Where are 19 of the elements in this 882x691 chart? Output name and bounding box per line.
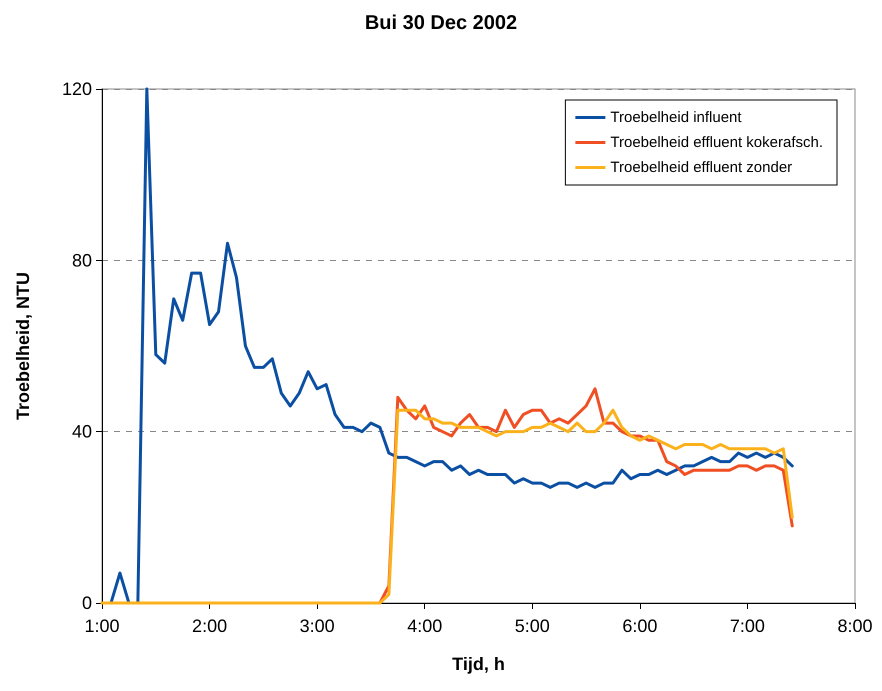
legend-label: Troebelheid effluent kokerafsch. — [610, 134, 824, 151]
y-axis-title: Troebelheid, NTU — [13, 272, 33, 420]
legend-label: Troebelheid effluent zonder — [610, 159, 792, 176]
x-axis-title: Tijd, h — [452, 654, 505, 674]
y-tick-label: 120 — [62, 79, 92, 99]
x-tick-label: 2:00 — [192, 616, 228, 636]
y-tick-label: 0 — [82, 593, 92, 613]
line-series — [100, 408, 794, 604]
x-tick-label: 3:00 — [300, 616, 335, 636]
chart-title: Bui 30 Dec 2002 — [364, 12, 518, 34]
y-tick-label: 80 — [72, 250, 92, 270]
x-tick-label: 8:00 — [837, 616, 873, 636]
x-tick-label: 6:00 — [622, 616, 658, 636]
x-tick-label: 7:00 — [730, 616, 765, 636]
legend-label: Troebelheid influent — [610, 109, 742, 126]
x-tick-label: 1:00 — [84, 616, 120, 636]
y-tick-label: 40 — [72, 422, 92, 442]
x-tick-label: 5:00 — [514, 616, 550, 636]
x-tick-label: 4:00 — [407, 616, 442, 636]
